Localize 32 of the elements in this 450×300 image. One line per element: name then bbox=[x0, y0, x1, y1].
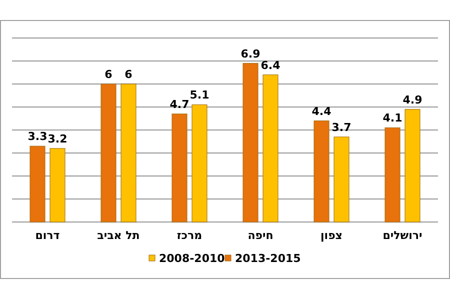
data-label: 5.1 bbox=[190, 88, 210, 102]
data-label: 6 bbox=[124, 68, 133, 81]
bar bbox=[192, 104, 208, 222]
x-tick-label: ירושלים bbox=[382, 229, 422, 242]
bar bbox=[384, 127, 400, 222]
bar bbox=[100, 84, 116, 222]
bar bbox=[30, 146, 46, 222]
x-tick-label: מרכז bbox=[176, 229, 202, 242]
data-label: 4.1 bbox=[382, 112, 402, 125]
bar bbox=[120, 84, 136, 222]
data-label: 6.4 bbox=[260, 58, 281, 72]
data-label: 3.3 bbox=[28, 130, 48, 144]
bar bbox=[334, 136, 350, 222]
data-label: 6.9 bbox=[240, 47, 260, 60]
data-label: 4.4 bbox=[312, 104, 332, 118]
data-label: 6 bbox=[104, 68, 113, 81]
bar bbox=[242, 63, 258, 222]
bar bbox=[404, 109, 420, 222]
bar bbox=[172, 114, 188, 222]
x-tick-label: דרום bbox=[35, 229, 60, 242]
legend-label: 2013-2015 bbox=[235, 252, 301, 265]
data-label: 4.9 bbox=[402, 93, 422, 106]
x-tick-label: צפון bbox=[320, 229, 342, 242]
data-label: 3.7 bbox=[332, 120, 352, 134]
bar bbox=[314, 120, 330, 222]
bar bbox=[262, 74, 278, 222]
legend-label: 2008-2010 bbox=[159, 252, 226, 265]
bar bbox=[50, 148, 66, 222]
data-label: 3.2 bbox=[48, 132, 68, 146]
x-tick-label: תל אביב bbox=[97, 229, 140, 242]
x-tick-label: חיפה bbox=[248, 229, 274, 242]
data-label: 4.7 bbox=[170, 98, 190, 111]
